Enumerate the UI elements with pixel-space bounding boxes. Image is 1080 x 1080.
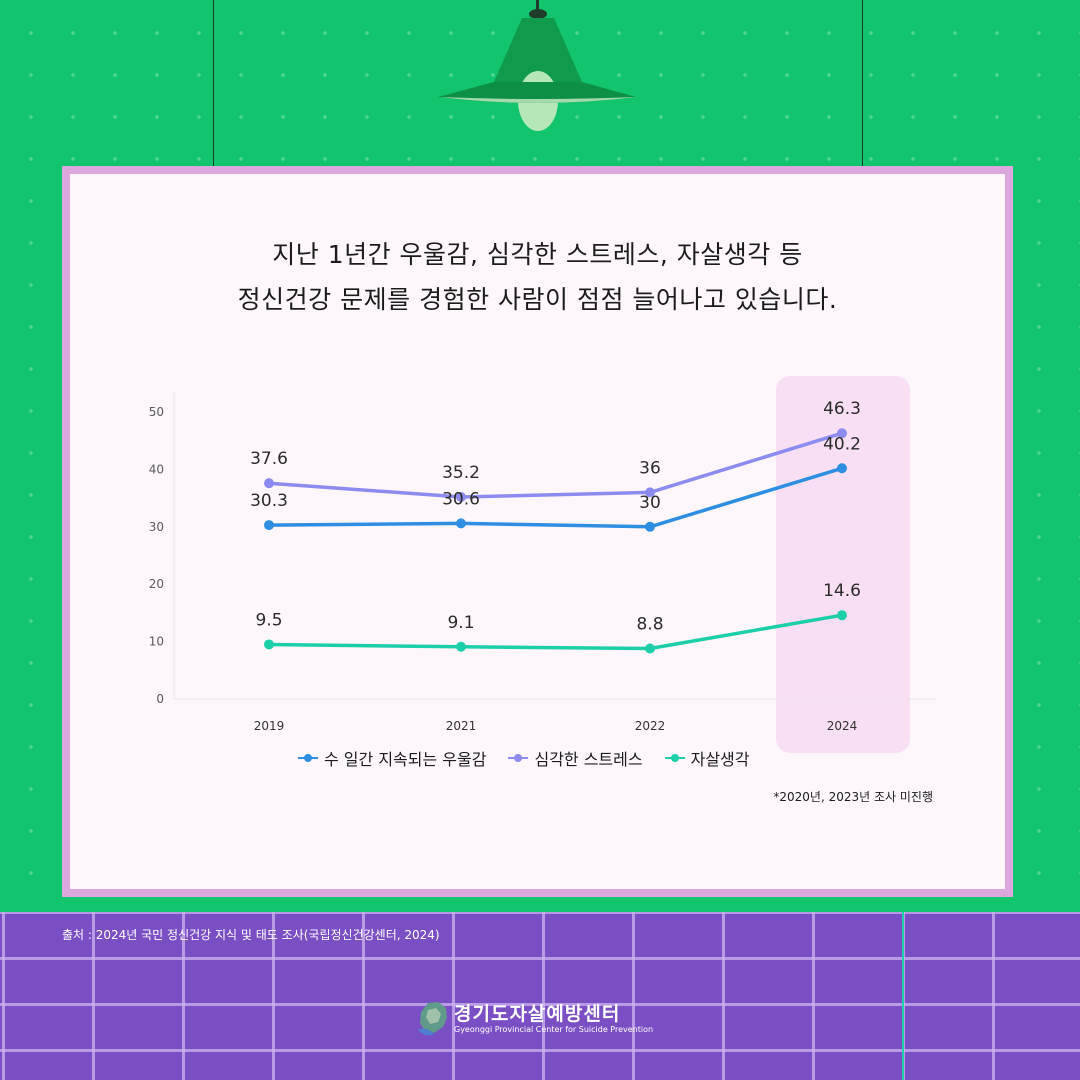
chart-legend: 수 일간 지속되는 우울감 심각한 스트레스 자살생각 xyxy=(298,746,750,770)
data-point xyxy=(456,518,466,529)
legend-label-depression: 수 일간 지속되는 우울감 xyxy=(324,750,487,769)
data-point xyxy=(837,610,847,621)
logo-name: 경기도자살예방센터 xyxy=(454,1003,621,1025)
y-tick-label: 30 xyxy=(149,520,164,534)
legend-item-suicidal-thoughts: 자살생각 xyxy=(664,746,750,770)
data-label: 30 xyxy=(639,493,661,513)
legend-item-depression: 수 일간 지속되는 우울감 xyxy=(298,746,486,770)
line-chart: 0 10 20 30 40 50 2019 2021 2022 2024 30.3 30.6 30 40.… xyxy=(149,376,936,753)
highlight-band xyxy=(776,376,910,753)
legend-label-stress: 심각한 스트레스 xyxy=(534,750,643,769)
y-tick-label: 0 xyxy=(156,692,164,706)
data-point xyxy=(264,520,274,531)
data-point xyxy=(837,463,847,474)
y-tick-label: 40 xyxy=(149,462,164,476)
data-label: 37.6 xyxy=(250,449,288,469)
survey-note: *2020년, 2023년 조사 미진행 xyxy=(773,790,933,804)
data-label: 36 xyxy=(639,458,661,478)
organization-logo: 경기도자살예방센터 Gyeonggi Provincial Center for… xyxy=(416,1000,653,1038)
data-label: 8.8 xyxy=(636,614,663,634)
data-label: 40.2 xyxy=(823,434,861,454)
hanging-wire-right xyxy=(862,0,863,168)
x-tick-label: 2019 xyxy=(254,719,285,733)
data-label: 46.3 xyxy=(823,399,861,419)
legend-label-suicidal-thoughts: 자살생각 xyxy=(690,750,750,769)
data-label: 30.6 xyxy=(442,489,480,509)
data-point xyxy=(837,428,847,439)
legend-dot xyxy=(514,754,523,762)
footer-grid-band xyxy=(0,912,1080,1080)
y-tick-label: 50 xyxy=(149,405,164,419)
headline-line-1: 지난 1년간 우울감, 심각한 스트레스, 자살생각 등 xyxy=(272,240,803,269)
data-point xyxy=(645,487,655,498)
x-tick-label: 2022 xyxy=(635,719,666,733)
headline: 지난 1년간 우울감, 심각한 스트레스, 자살생각 등 정신건강 문제를 경험… xyxy=(70,232,1005,322)
data-label: 9.5 xyxy=(255,610,282,630)
series-line xyxy=(267,466,844,529)
data-label: 9.1 xyxy=(447,613,474,633)
legend-item-stress: 심각한 스트레스 xyxy=(508,746,643,770)
source-citation: 출처 : 2024년 국민 정신건강 지식 및 태도 조사(국립정신건강센터, … xyxy=(62,928,440,942)
legend-dot xyxy=(670,754,679,762)
footer-accent-line xyxy=(902,912,904,1080)
hanging-wire-left xyxy=(213,0,214,168)
data-label: 14.6 xyxy=(823,581,861,601)
x-tick-label: 2021 xyxy=(446,719,477,733)
y-tick-label: 20 xyxy=(149,577,164,591)
gyeonggi-map-logo-icon xyxy=(418,1002,447,1036)
pendant-lamp-icon xyxy=(438,0,636,131)
chart-board: 지난 1년간 우울감, 심각한 스트레스, 자살생각 등 정신건강 문제를 경험… xyxy=(62,166,1013,897)
y-tick-label: 10 xyxy=(149,635,164,649)
legend-marker-stress xyxy=(508,753,529,763)
data-point xyxy=(645,643,655,654)
x-tick-label: 2024 xyxy=(827,719,858,733)
legend-dot xyxy=(304,754,312,762)
legend-marker-depression xyxy=(298,753,318,763)
series-line xyxy=(267,431,844,499)
data-point xyxy=(456,641,466,652)
data-label: 30.3 xyxy=(250,491,288,511)
headline-line-2: 정신건강 문제를 경험한 사람이 점점 늘어나고 있습니다. xyxy=(237,285,838,314)
logo-text: 경기도자살예방센터 Gyeonggi Provincial Center for… xyxy=(454,1003,653,1035)
data-point xyxy=(456,491,466,502)
legend-marker-suicidal-thoughts xyxy=(664,753,685,763)
data-point xyxy=(264,478,274,489)
series-line xyxy=(267,613,844,651)
data-point xyxy=(645,521,655,532)
data-point xyxy=(264,639,274,650)
data-label: 35.2 xyxy=(442,463,480,483)
logo-subtitle: Gyeonggi Provincial Center for Suicide P… xyxy=(454,1025,654,1034)
